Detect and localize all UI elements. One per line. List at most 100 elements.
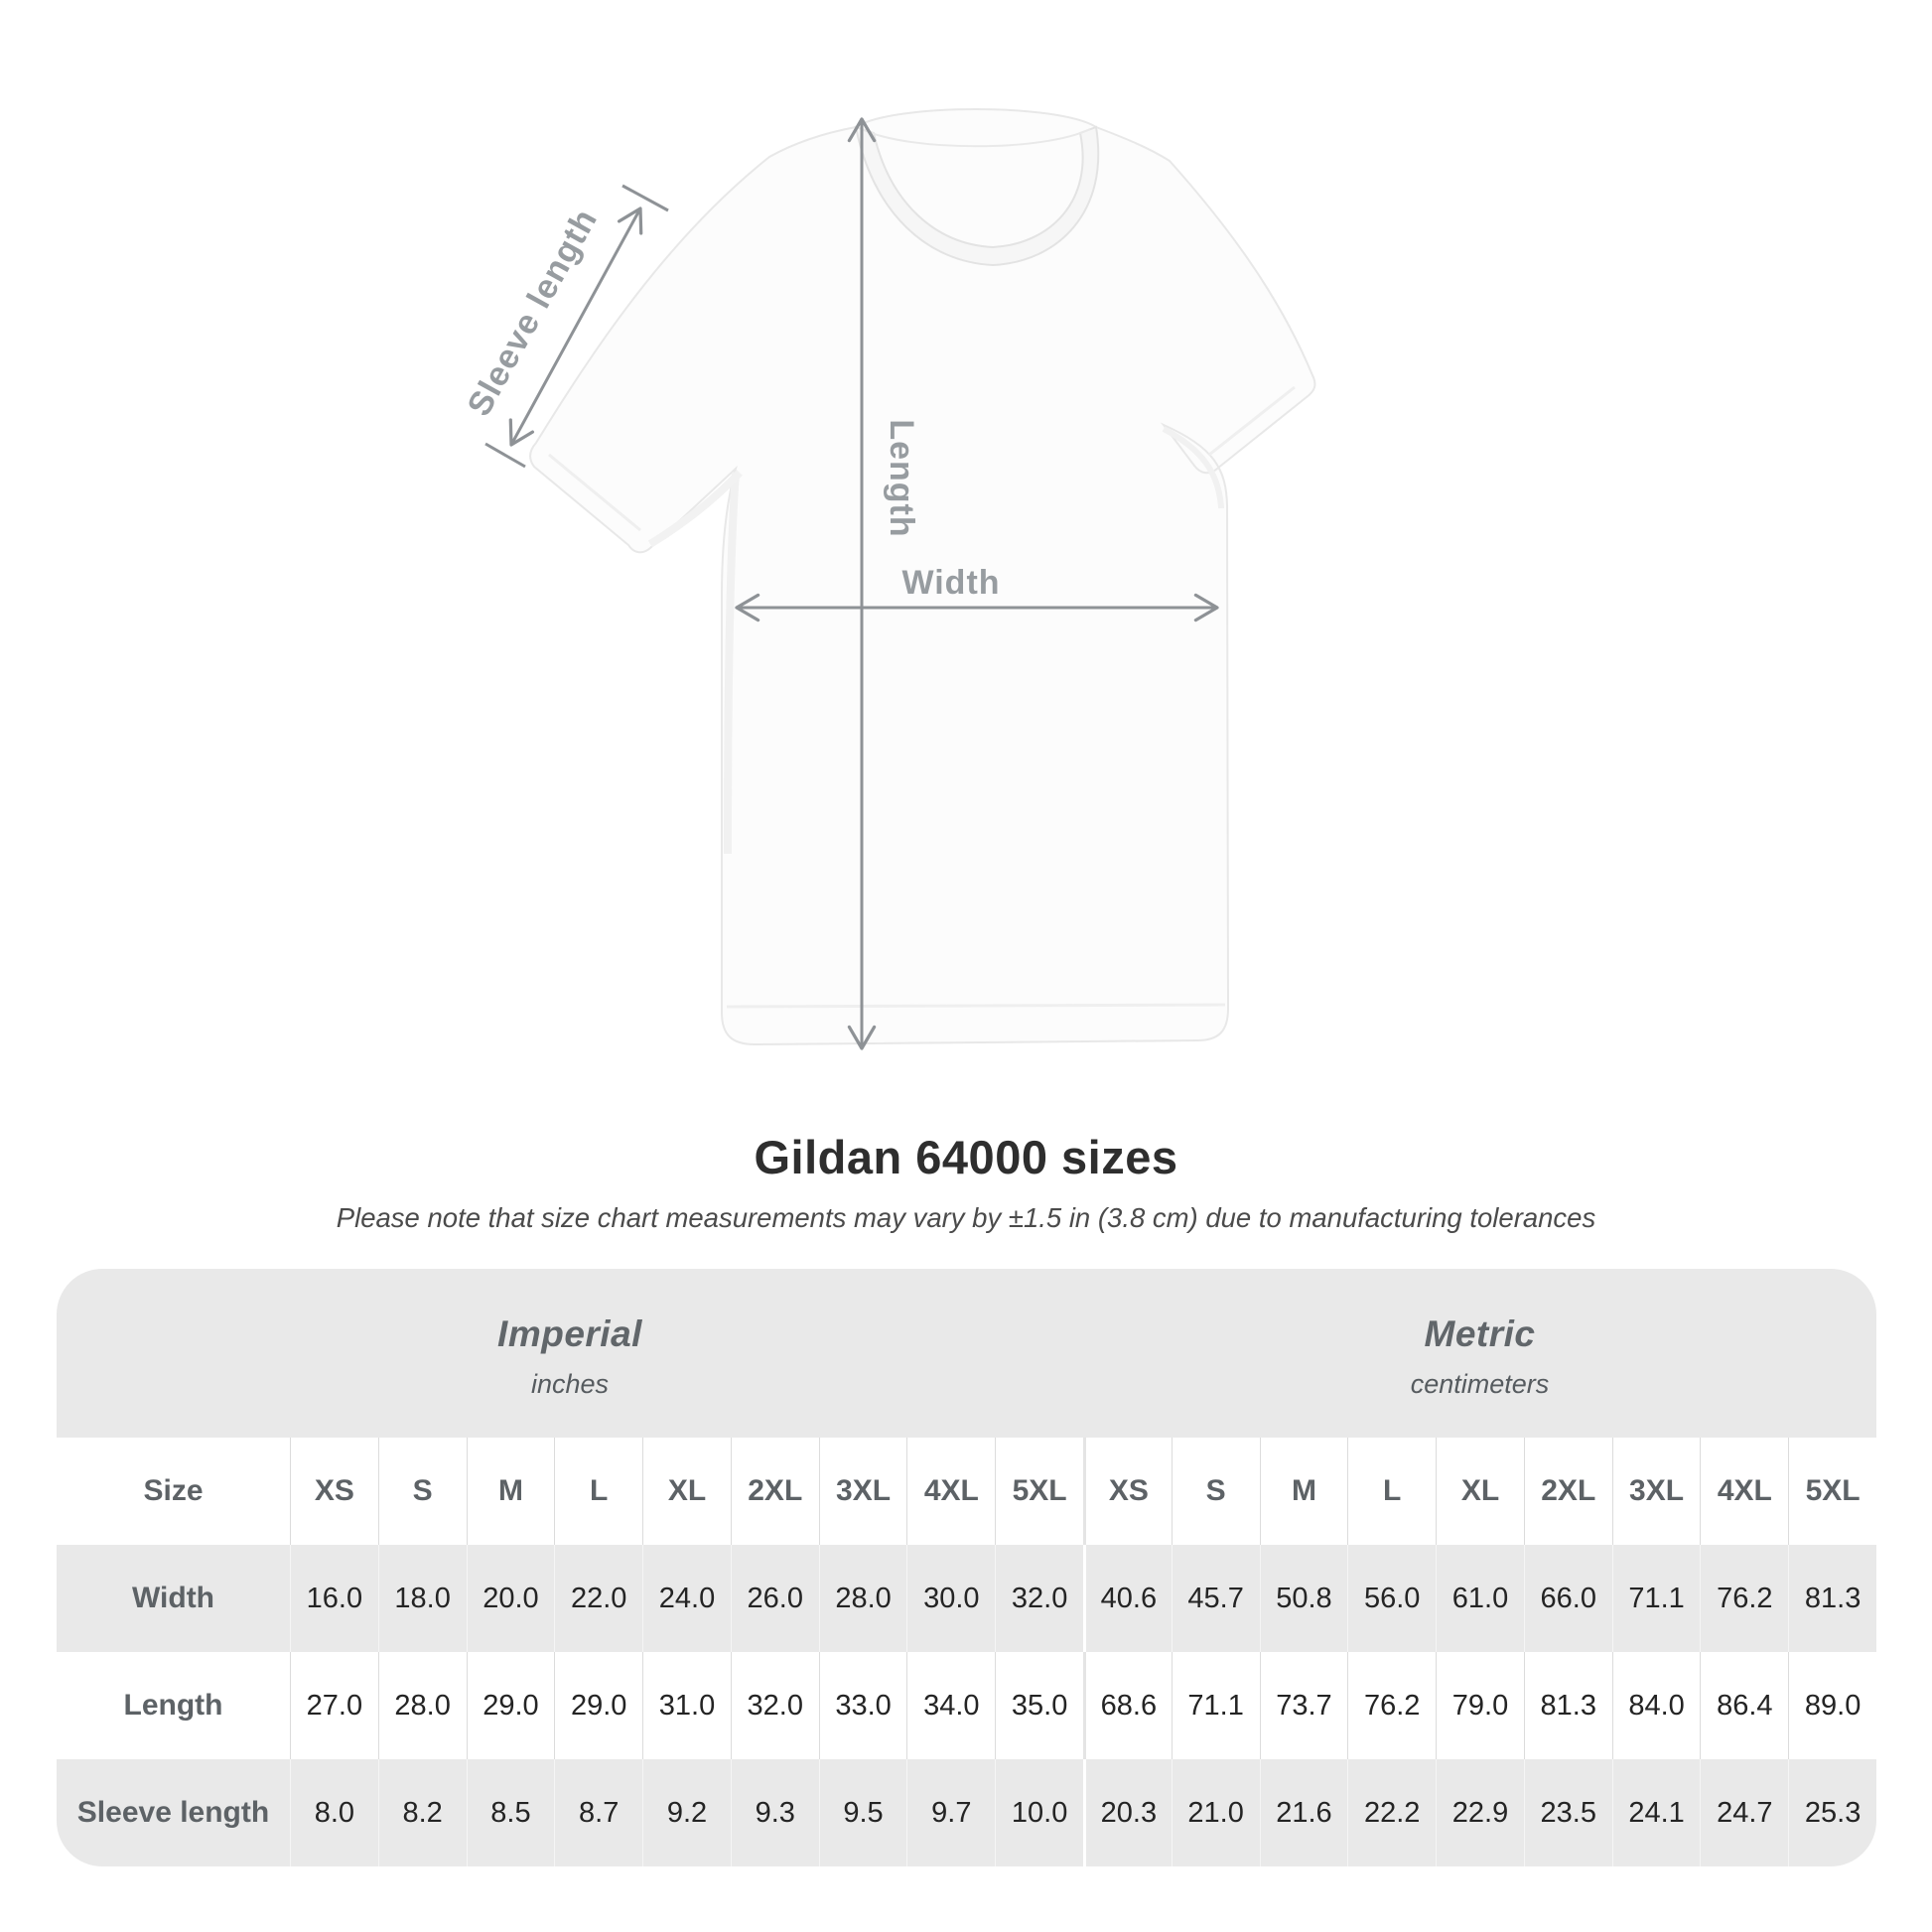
imperial-size-header: 3XL	[818, 1438, 907, 1545]
metric-value: 76.2	[1700, 1545, 1789, 1652]
imperial-value: 33.0	[818, 1652, 907, 1759]
metric-size-header: XS	[1083, 1438, 1172, 1545]
imperial-size-header: 2XL	[730, 1438, 819, 1545]
metric-size-header: XL	[1436, 1438, 1524, 1545]
metric-size-header: 4XL	[1700, 1438, 1789, 1545]
metric-value: 71.1	[1171, 1652, 1260, 1759]
metric-size-header: L	[1347, 1438, 1437, 1545]
imperial-value: 31.0	[642, 1652, 731, 1759]
dimension-arrows	[484, 117, 1219, 1050]
sleeve-arrow-endbar-top	[621, 184, 669, 212]
metric-value: 45.7	[1171, 1545, 1260, 1652]
metric-size-header: 2XL	[1523, 1438, 1612, 1545]
imperial-value: 27.0	[290, 1652, 378, 1759]
metric-size-header: 3XL	[1611, 1438, 1701, 1545]
imperial-value: 32.0	[995, 1545, 1083, 1652]
tshirt-shading-sleeve	[647, 470, 743, 548]
imperial-value: 10.0	[995, 1759, 1083, 1866]
caption-block: Gildan 64000 sizes Please note that size…	[0, 1130, 1932, 1234]
metric-value: 24.7	[1700, 1759, 1789, 1866]
metric-value: 89.0	[1788, 1652, 1876, 1759]
metric-value: 24.1	[1611, 1759, 1701, 1866]
metric-value: 21.0	[1171, 1759, 1260, 1866]
imperial-size-header: S	[377, 1438, 467, 1545]
imperial-value: 30.0	[906, 1545, 996, 1652]
imperial-value: 28.0	[818, 1545, 907, 1652]
metric-value: 21.6	[1259, 1759, 1348, 1866]
imperial-size-header: M	[466, 1438, 555, 1545]
imperial-size-header: 5XL	[995, 1438, 1083, 1545]
imperial-size-header: L	[554, 1438, 643, 1545]
imperial-size-header: 4XL	[906, 1438, 996, 1545]
imperial-value: 9.2	[642, 1759, 731, 1866]
metric-unit: centimeters	[1410, 1368, 1550, 1399]
metric-value: 81.3	[1523, 1652, 1612, 1759]
metric-value: 66.0	[1523, 1545, 1612, 1652]
tshirt-collar	[854, 125, 1100, 267]
imperial-value: 26.0	[730, 1545, 819, 1652]
imperial-value: 29.0	[554, 1652, 643, 1759]
imperial-value: 29.0	[466, 1652, 555, 1759]
metric-size-header: 5XL	[1788, 1438, 1876, 1545]
metric-value: 50.8	[1259, 1545, 1348, 1652]
size-table: Imperial inches Metric centimeters Size X…	[57, 1269, 1876, 1866]
metric-size-header: S	[1171, 1438, 1260, 1545]
metric-value: 20.3	[1083, 1759, 1172, 1866]
imperial-value: 8.2	[377, 1759, 467, 1866]
metric-title: Metric	[1424, 1312, 1536, 1354]
table-header-band: Imperial inches Metric centimeters	[57, 1269, 1876, 1438]
metric-size-header: M	[1259, 1438, 1348, 1545]
imperial-value: 35.0	[995, 1652, 1083, 1759]
metric-value: 76.2	[1347, 1652, 1437, 1759]
metric-value: 81.3	[1788, 1545, 1876, 1652]
imperial-value: 8.7	[554, 1759, 643, 1866]
metric-value: 84.0	[1611, 1652, 1701, 1759]
metric-value: 22.9	[1436, 1759, 1524, 1866]
tshirt-hem-stitch	[726, 1003, 1226, 1009]
sleeve-length-arrow	[508, 207, 643, 447]
metric-value: 73.7	[1259, 1652, 1348, 1759]
imperial-value: 34.0	[906, 1652, 996, 1759]
metric-value: 71.1	[1611, 1545, 1701, 1652]
imperial-value: 9.7	[906, 1759, 996, 1866]
metric-value: 40.6	[1083, 1545, 1172, 1652]
tshirt-shading-right	[1162, 426, 1224, 509]
tolerance-note: Please note that size chart measurements…	[336, 1202, 1596, 1233]
tshirt-shading-left	[724, 472, 740, 855]
metric-value: 68.6	[1083, 1652, 1172, 1759]
metric-value: 56.0	[1347, 1545, 1437, 1652]
tshirt-backneck-line	[861, 128, 1091, 148]
metric-value: 22.2	[1347, 1759, 1437, 1866]
imperial-value: 32.0	[730, 1652, 819, 1759]
row-label: Sleeve length	[57, 1759, 290, 1866]
tshirt-right-sleeve-stitch	[1208, 385, 1296, 457]
width-label: Width	[901, 564, 1000, 602]
metric-value: 61.0	[1436, 1545, 1524, 1652]
row-label: Width	[57, 1545, 290, 1652]
page-title: Gildan 64000 sizes	[754, 1131, 1178, 1183]
imperial-value: 18.0	[377, 1545, 467, 1652]
imperial-value: 28.0	[377, 1652, 467, 1759]
imperial-size-header: XL	[642, 1438, 731, 1545]
imperial-value: 9.5	[818, 1759, 907, 1866]
imperial-value: 9.3	[730, 1759, 819, 1866]
imperial-value: 16.0	[290, 1545, 378, 1652]
imperial-title: Imperial	[497, 1312, 642, 1354]
tshirt-illustration	[529, 108, 1316, 1046]
imperial-size-header: XS	[290, 1438, 378, 1545]
imperial-value: 8.0	[290, 1759, 378, 1866]
imperial-unit: inches	[530, 1368, 610, 1399]
size-corner-label: Size	[57, 1438, 290, 1545]
metric-section-header: Metric centimeters	[1083, 1269, 1876, 1438]
length-label: Length	[883, 419, 920, 537]
imperial-value: 22.0	[554, 1545, 643, 1652]
imperial-value: 24.0	[642, 1545, 731, 1652]
sleeve-arrow-endbar-bottom	[484, 442, 526, 469]
metric-value: 25.3	[1788, 1759, 1876, 1866]
metric-value: 79.0	[1436, 1652, 1524, 1759]
row-label: Length	[57, 1652, 290, 1759]
metric-value: 86.4	[1700, 1652, 1789, 1759]
tshirt-left-sleeve-stitch	[548, 453, 641, 532]
